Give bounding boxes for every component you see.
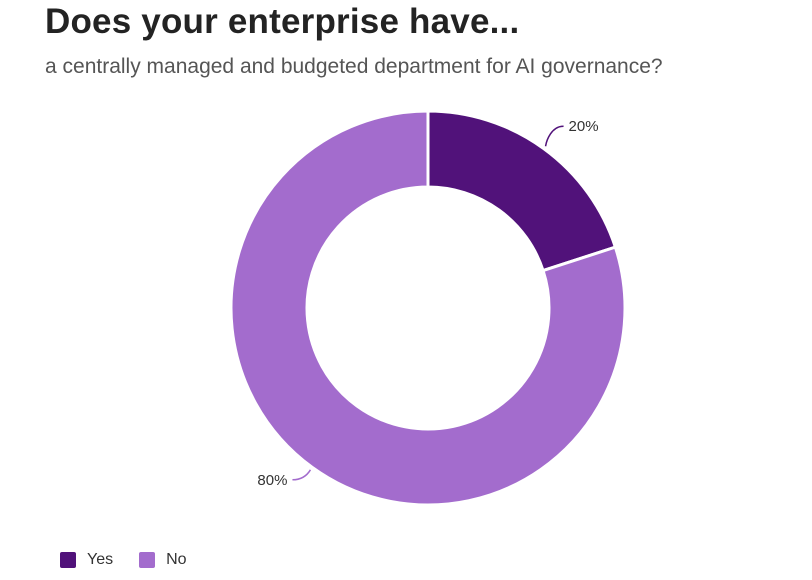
callout-line-yes [544,125,564,147]
chart-title: Does your enterprise have... [45,2,520,41]
legend-label-yes: Yes [87,551,114,568]
chart-legend: Yes No [60,551,187,569]
donut-callouts: 20% 80% [257,118,598,489]
legend-item-no[interactable]: No [139,551,187,569]
slice-no[interactable] [229,109,627,507]
data-label-yes: 20% [569,118,599,135]
chart-subtitle: a centrally managed and budgeted departm… [45,55,663,78]
donut-slices [229,109,627,507]
legend-swatch-no [139,552,156,568]
legend-label-no: No [166,551,187,568]
legend-item-yes[interactable]: Yes [60,551,113,569]
data-label-no: 80% [257,472,287,489]
callout-line-no [292,469,312,481]
slice-yes[interactable] [426,109,618,273]
legend-swatch-yes [60,552,76,568]
